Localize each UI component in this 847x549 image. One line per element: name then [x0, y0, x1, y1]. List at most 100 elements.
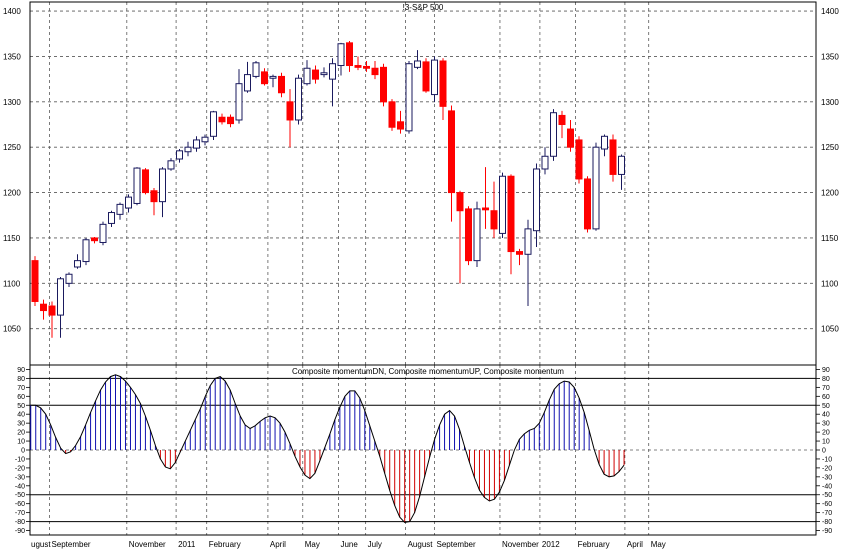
candle-down — [584, 176, 591, 233]
price-chart-title: !3-S&P 500 — [403, 3, 444, 12]
price-y-tick-left: 1050 — [3, 325, 21, 334]
x-axis-label: June — [340, 540, 358, 549]
price-y-tick-left: 1350 — [3, 52, 21, 61]
candle-body — [499, 175, 506, 234]
candle-down — [371, 60, 379, 80]
x-axis-label: July — [368, 540, 382, 549]
candle-body — [329, 63, 336, 80]
x-axis-label: ugust — [31, 540, 51, 549]
candle-body — [261, 71, 268, 85]
momentum-y-tick-right: 30 — [822, 421, 830, 428]
candle-down — [490, 181, 498, 238]
candle-up — [108, 210, 115, 228]
candle-down — [482, 167, 489, 229]
candle-down — [150, 188, 158, 216]
candle-up — [74, 254, 81, 269]
candle-body — [218, 116, 226, 123]
candle-body — [388, 101, 396, 128]
momentum-y-tick-left: -80 — [15, 519, 25, 526]
price-y-tick-left: 1200 — [3, 189, 21, 198]
candle-down — [354, 56, 362, 71]
candle-down — [40, 299, 47, 320]
x-axis-label: May — [651, 540, 666, 549]
candle-body — [210, 111, 217, 137]
candle-body — [567, 128, 574, 148]
candle-body — [295, 77, 302, 121]
candle-up — [244, 61, 251, 93]
candle-body — [592, 146, 600, 230]
momentum-y-tick-left: 20 — [17, 430, 25, 437]
x-axis-label: April — [627, 540, 643, 549]
momentum-chart-title: Composite momentumDN, Composite momentum… — [292, 367, 564, 376]
x-axis-label: September — [437, 540, 476, 549]
candle-up — [337, 42, 345, 76]
momentum-y-tick-right: -80 — [822, 519, 832, 526]
momentum-panel: Composite momentumDN, Composite momentum… — [15, 364, 832, 536]
candle-body — [176, 150, 183, 160]
momentum-y-tick-left: -60 — [15, 501, 25, 508]
x-axis-label: 2012 — [542, 540, 560, 549]
candle-body — [405, 63, 413, 132]
candle-up — [601, 134, 608, 157]
candle-body — [380, 66, 387, 103]
candle-body — [609, 139, 617, 175]
price-y-tick-left: 1150 — [3, 234, 21, 243]
momentum-y-tick-right: -50 — [822, 492, 832, 499]
candle-down — [363, 60, 370, 72]
candle-down — [456, 190, 464, 284]
candle-body — [397, 121, 404, 130]
candle-body — [507, 175, 515, 253]
price-y-tick-left: 1100 — [3, 279, 21, 288]
candle-body — [278, 75, 285, 94]
x-axis-label: September — [51, 540, 90, 549]
candle-body — [558, 114, 566, 126]
candle-up — [65, 272, 73, 287]
price-y-tick-left: 1300 — [3, 98, 21, 107]
candle-up — [524, 219, 532, 307]
candle-up — [303, 60, 311, 86]
candle-body — [184, 146, 192, 153]
momentum-y-tick-right: 90 — [822, 367, 830, 374]
momentum-y-tick-right: 60 — [822, 394, 830, 401]
candle-up — [184, 141, 192, 157]
candle-body — [167, 160, 175, 170]
x-axis-label: November — [129, 540, 166, 549]
candle-down — [31, 256, 39, 307]
momentum-y-tick-left: -20 — [15, 465, 25, 472]
candlestick-series — [31, 41, 625, 338]
price-y-tick-left: 1400 — [3, 7, 21, 16]
candle-body — [142, 169, 149, 194]
candle-up — [125, 194, 132, 213]
momentum-y-tick-right: -40 — [822, 483, 832, 490]
candle-up — [592, 142, 600, 231]
candle-up — [57, 276, 64, 338]
momentum-y-tick-left: 40 — [17, 412, 25, 419]
candle-up — [295, 74, 302, 125]
price-y-tick-right: 1400 — [821, 7, 839, 16]
candle-up — [176, 149, 183, 163]
candle-body — [40, 303, 47, 312]
candle-up — [320, 67, 328, 78]
candle-body — [159, 168, 166, 203]
price-y-tick-right: 1150 — [821, 234, 839, 243]
candle-down — [142, 168, 149, 195]
candle-up — [99, 221, 107, 246]
x-axis-label: November — [502, 540, 539, 549]
momentum-y-tick-left: -30 — [15, 474, 25, 481]
momentum-y-tick-left: 70 — [17, 385, 25, 392]
candle-down — [227, 114, 234, 128]
momentum-y-tick-left: -90 — [15, 528, 25, 535]
candle-down — [48, 301, 56, 338]
candle-down — [609, 134, 617, 182]
candle-down — [286, 89, 294, 148]
candle-up — [193, 136, 200, 152]
price-y-tick-right: 1250 — [821, 143, 839, 152]
candle-body — [456, 192, 464, 212]
momentum-y-tick-right: 40 — [822, 412, 830, 419]
candle-up — [116, 202, 124, 220]
momentum-y-tick-left: 0 — [21, 448, 25, 455]
candle-up — [159, 167, 166, 218]
candle-up — [405, 60, 413, 134]
candle-down — [575, 136, 583, 184]
x-axis-label: May — [305, 540, 320, 549]
